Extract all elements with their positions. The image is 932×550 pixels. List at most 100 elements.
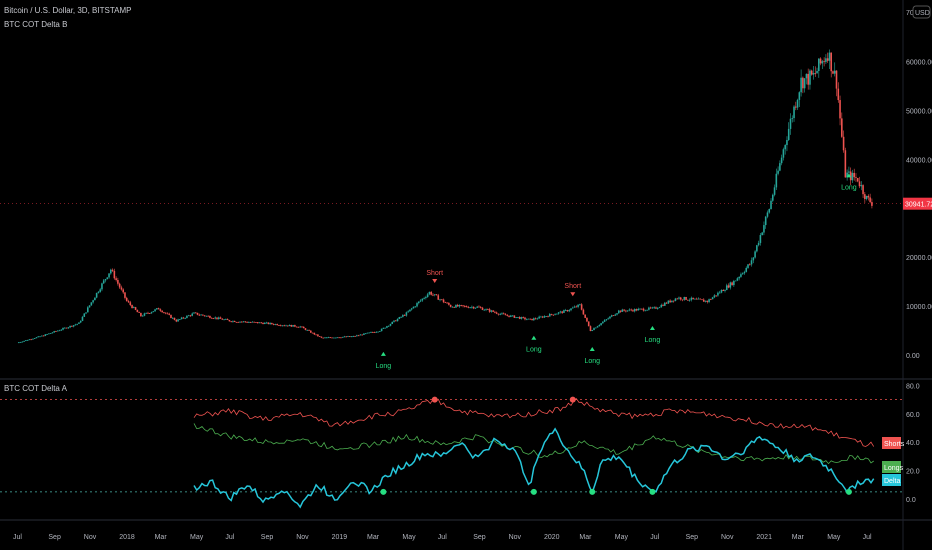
candle-body <box>853 172 856 178</box>
candle-body <box>412 306 415 309</box>
short-signal-arrow-icon <box>570 292 576 297</box>
indicator-tick-label: 20.0 <box>906 469 920 476</box>
candle-body <box>488 309 491 312</box>
candle-body <box>704 300 707 302</box>
candle-body <box>357 335 360 337</box>
long-marker-dot <box>380 488 387 495</box>
candle-body <box>423 297 425 299</box>
candle-body <box>228 320 231 322</box>
candle-body <box>161 310 163 313</box>
candle-body <box>460 305 463 306</box>
candle-body <box>430 291 432 295</box>
time-tick-label: Nov <box>296 534 309 541</box>
candle-body <box>435 294 438 296</box>
candle-body <box>849 171 852 181</box>
candle-body <box>394 320 397 322</box>
candle-body <box>283 325 286 327</box>
candle-body <box>441 299 443 301</box>
candle-body <box>311 332 314 334</box>
candle-body <box>577 304 579 307</box>
candle-body <box>552 314 555 316</box>
candle-body <box>409 309 411 312</box>
candle-body <box>290 324 293 327</box>
candle-body <box>819 58 822 64</box>
candle-body <box>455 304 457 308</box>
candle-body <box>371 332 374 333</box>
candle-body <box>69 325 71 328</box>
candle-body <box>750 260 753 265</box>
candle-body <box>688 299 691 301</box>
candle-body <box>764 216 767 226</box>
candle-body <box>487 309 489 310</box>
candle-body <box>267 322 270 325</box>
series-tag-label: Longs <box>884 465 904 472</box>
candle-body <box>479 307 482 308</box>
candle-body <box>524 317 526 320</box>
candle-body <box>331 337 333 339</box>
candle-body <box>221 318 224 320</box>
candle-body <box>497 313 500 315</box>
long-signal-label: Long <box>376 363 392 370</box>
candle-body <box>134 307 137 310</box>
candle-body <box>529 318 532 320</box>
candle-body <box>400 316 402 318</box>
candle-body <box>837 88 840 101</box>
candle-body <box>448 302 450 305</box>
candle-body <box>39 336 41 338</box>
candle-body <box>156 308 158 310</box>
short-signal-arrow-icon <box>432 278 438 283</box>
candle-body <box>472 306 475 309</box>
candle-body <box>207 315 209 317</box>
candle-body <box>711 297 714 300</box>
candle-body <box>527 318 530 320</box>
candle-body <box>26 340 29 341</box>
candle-body <box>855 177 857 179</box>
candle-body <box>848 171 850 173</box>
candle-body <box>120 287 123 290</box>
candle-body <box>469 307 471 309</box>
candle-body <box>786 140 788 146</box>
candle-body <box>200 314 202 316</box>
candle-body <box>573 306 576 308</box>
candle-body <box>253 321 255 323</box>
time-tick-label: May <box>827 534 841 541</box>
candle-body <box>297 326 300 328</box>
candle-body <box>534 318 537 320</box>
candle-body <box>350 336 353 338</box>
symbol-legend: Bitcoin / U.S. Dollar, 3D, BITSTAMP <box>4 6 132 15</box>
candle-body <box>285 325 287 327</box>
candle-body <box>182 317 185 319</box>
candle-body <box>633 309 636 312</box>
last-price-label: 30941.72 <box>905 202 932 209</box>
candle-body <box>579 304 581 306</box>
short-signal-label: Short <box>564 283 581 290</box>
candle-body <box>550 313 553 315</box>
candle-body <box>242 321 245 323</box>
time-tick-label: Mar <box>792 534 805 541</box>
series-line-shorts <box>193 398 875 447</box>
candle-body <box>173 317 176 321</box>
candle-body <box>731 282 733 286</box>
candle-body <box>476 306 478 308</box>
candle-body <box>111 269 114 271</box>
candle-body <box>246 321 248 323</box>
candle-body <box>138 312 140 313</box>
candle-body <box>710 299 712 301</box>
candle-body <box>793 106 795 119</box>
time-tick-label: Jul <box>225 534 234 541</box>
candle-body <box>143 313 146 316</box>
candle-body <box>209 315 211 318</box>
candle-body <box>531 318 533 321</box>
candle-body <box>338 337 340 339</box>
candle-body <box>626 310 629 312</box>
candle-body <box>446 302 448 304</box>
long-signal-arrow-icon <box>846 173 852 178</box>
candle-body <box>841 118 843 137</box>
candle-body <box>720 290 723 293</box>
candle-body <box>787 128 790 141</box>
candle-body <box>340 337 342 339</box>
price-tick-label: 70 <box>906 10 914 17</box>
candle-body <box>384 327 386 329</box>
candle-body <box>336 337 339 339</box>
